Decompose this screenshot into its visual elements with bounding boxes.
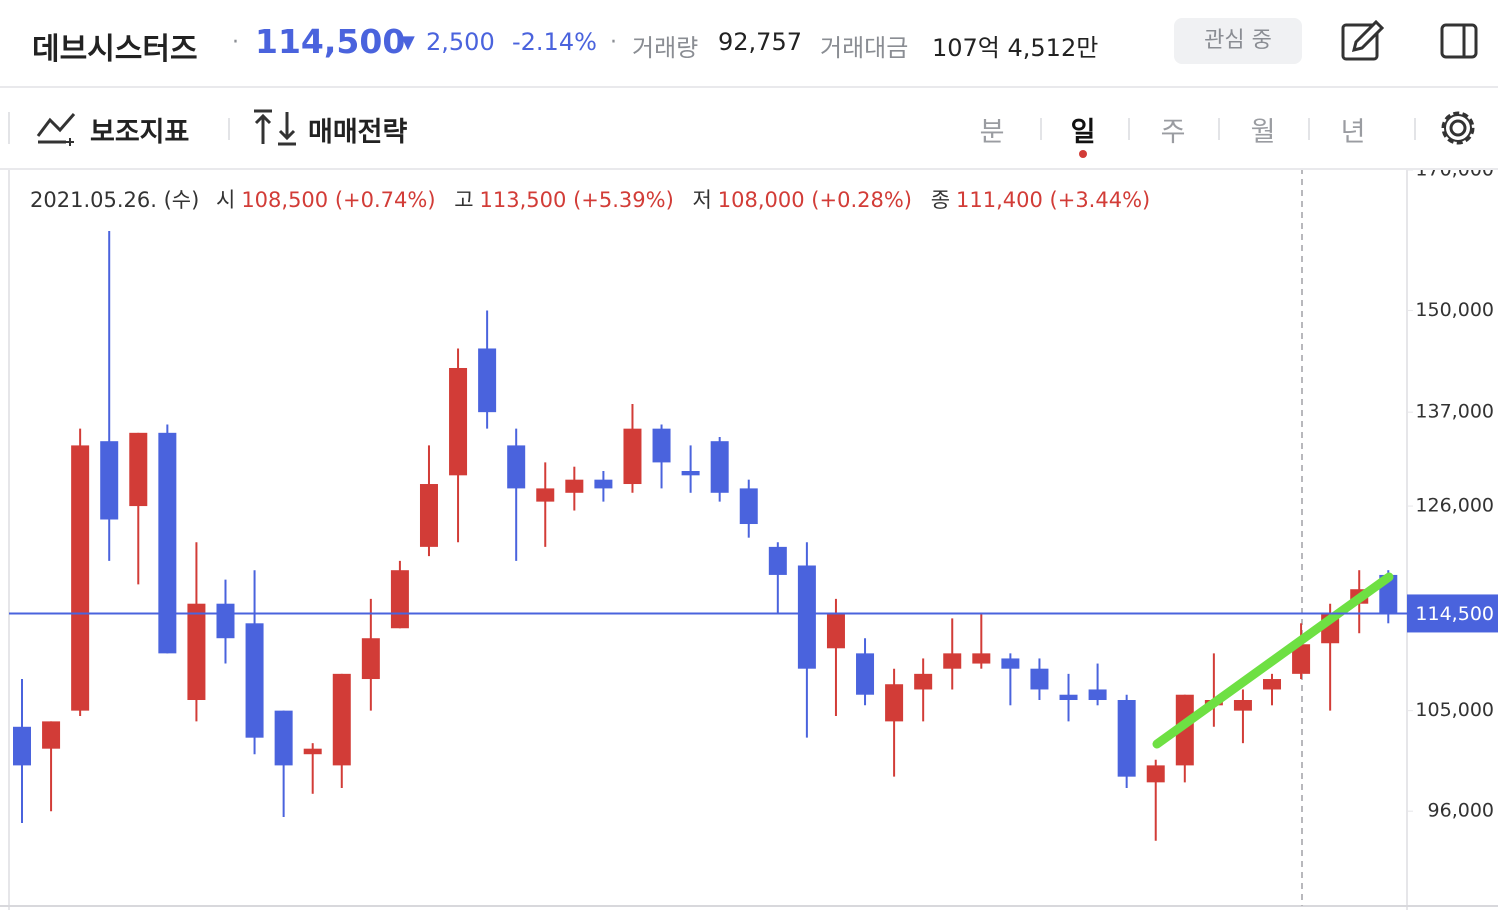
volume: 92,757: [718, 28, 802, 56]
candle-body: [332, 673, 351, 766]
candle-body: [943, 653, 962, 669]
candle-body: [652, 428, 671, 463]
candle-body: [885, 684, 904, 722]
active-dot: [1079, 150, 1087, 158]
tooltip-label: 종: [930, 188, 951, 212]
change: 2,500: [426, 28, 495, 56]
period-tab[interactable]: 일: [1070, 117, 1096, 148]
candle-body: [536, 488, 555, 502]
candle-body: [797, 565, 816, 669]
amount: 107억 4,512만: [932, 34, 1099, 62]
tooltip-value: 113,500 (+5.39%): [479, 188, 674, 212]
y-tick-label: 126,000: [1415, 495, 1494, 517]
price-label-box: [1407, 594, 1498, 633]
candle-body: [1001, 658, 1020, 669]
tooltip-label: 고: [454, 188, 474, 212]
candle-body: [13, 726, 31, 766]
header: 데브시스터즈 · 114,500 ▼ 2,500 -2.14% · 거래량 92…: [0, 0, 1498, 88]
price-label: 114,500: [1415, 603, 1494, 625]
candle-body: [1233, 700, 1252, 711]
divider: [1414, 118, 1416, 140]
divider: [1308, 118, 1310, 140]
candle-body: [972, 653, 991, 664]
chart: 96,000 105,000 126,000 137,000 150,000 170,00…: [0, 168, 1498, 910]
divider: [228, 118, 230, 140]
candle-body: [129, 432, 148, 507]
candle-body: [274, 710, 293, 766]
candle-body: [826, 613, 845, 649]
indicators-button[interactable]: 보조지표: [90, 117, 190, 148]
toolbar: 보조지표 매매전략 분 일 주 월 년: [0, 88, 1498, 170]
divider: [1040, 118, 1042, 140]
candle-body: [1175, 694, 1194, 766]
candle-body: [1146, 765, 1165, 783]
candle-body: [681, 471, 700, 476]
candle-body: [1292, 644, 1311, 674]
candle-body: [1263, 679, 1282, 690]
panel-icon[interactable]: [1440, 22, 1480, 62]
candle-body: [187, 603, 206, 701]
watch-button[interactable]: 관심 중: [1174, 18, 1302, 64]
tooltip-label: 시: [215, 188, 236, 212]
candle-body: [42, 721, 61, 749]
candle-body: [71, 445, 90, 711]
dot: ·: [232, 30, 239, 55]
tooltip-value: 108,500 (+0.74%): [241, 188, 436, 212]
tooltip-value: 108,000 (+0.28%): [717, 188, 912, 212]
candle-body: [100, 441, 119, 520]
period-tab[interactable]: 년: [1340, 117, 1366, 148]
candle-body: [1059, 694, 1078, 701]
candle-body: [914, 673, 933, 690]
candle-body: [216, 603, 235, 639]
change-pct: -2.14%: [512, 28, 597, 56]
y-tick-label: 105,000: [1415, 699, 1494, 721]
candle-body: [710, 441, 729, 493]
y-tick-label: 170,000: [1415, 168, 1494, 181]
amount-label: 거래대금: [820, 34, 909, 62]
candle-body: [361, 638, 380, 680]
period-tab[interactable]: 주: [1160, 117, 1186, 148]
divider: [1128, 118, 1130, 140]
candle-body: [565, 479, 584, 493]
divider: [8, 112, 10, 144]
candle-body: [739, 488, 758, 525]
divider: [1218, 118, 1220, 140]
y-tick-label: 96,000: [1428, 800, 1494, 822]
candle-body: [507, 445, 526, 489]
volume-label: 거래량: [632, 34, 699, 62]
period-tab[interactable]: 분: [979, 117, 1005, 148]
y-tick-label: 150,000: [1415, 299, 1494, 321]
tooltip-date: 2021.05.26. (수): [30, 188, 200, 212]
stock-name: 데브시스터즈: [32, 32, 198, 67]
candle-body: [1117, 700, 1136, 777]
candle-body: [594, 479, 613, 489]
strategy-icon[interactable]: [252, 108, 298, 148]
down-arrow: ▼: [401, 32, 415, 53]
candle-body: [768, 546, 787, 575]
dot: ·: [610, 30, 617, 55]
candle-body: [158, 432, 177, 654]
price: 114,500: [255, 22, 406, 61]
candle-body: [245, 623, 264, 738]
settings-icon[interactable]: [1436, 106, 1480, 150]
ohlc-tooltip: 2021.05.26. (수) 시 108,500 (+0.74%) 고 113,5…: [30, 184, 1162, 214]
period-tab[interactable]: 월: [1250, 117, 1276, 148]
candle-body: [449, 367, 468, 476]
candle-body: [419, 484, 438, 547]
candle-body: [390, 570, 409, 629]
y-tick-label: 137,000: [1415, 401, 1494, 423]
candle-body: [303, 748, 322, 755]
tooltip-value: 111,400 (+3.44%): [956, 188, 1151, 212]
candle-body: [623, 428, 642, 485]
candle-body: [478, 348, 497, 413]
candle-body: [1088, 689, 1107, 701]
candle-body: [1030, 668, 1049, 690]
trend-line: [1152, 572, 1394, 749]
strategy-button[interactable]: 매매전략: [308, 117, 408, 148]
edit-icon[interactable]: [1340, 20, 1384, 64]
indicator-icon[interactable]: [36, 110, 80, 146]
candle-body: [856, 653, 875, 695]
tooltip-label: 저: [692, 188, 712, 212]
